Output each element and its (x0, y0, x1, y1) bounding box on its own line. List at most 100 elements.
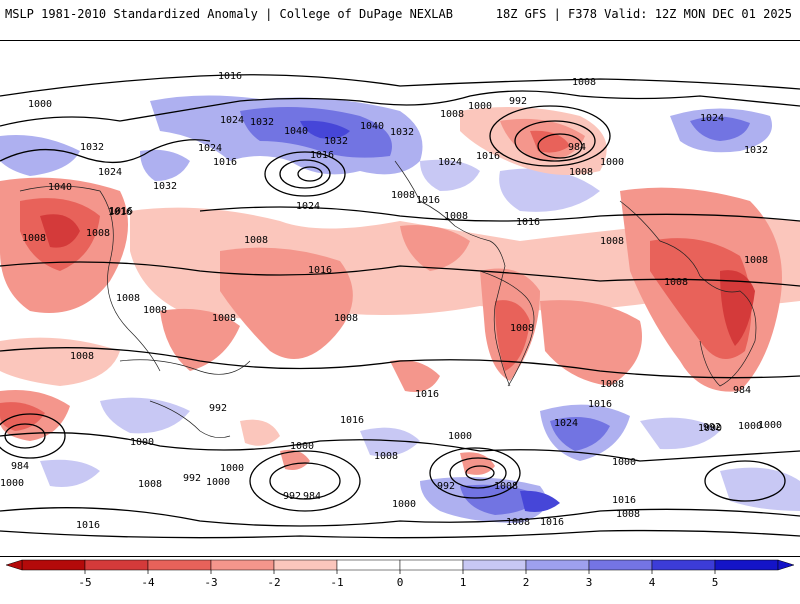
colorbar-swatch (273, 559, 338, 571)
map-title: MSLP 1981-2010 Standardized Anomaly | Co… (5, 7, 453, 21)
isobar-label: 1016 (612, 495, 636, 506)
isobar-label: 1032 (250, 117, 274, 128)
isobar-labels: 1016 1000 1032 1024 1032 1040 1032 1040 1032 1008… (0, 71, 782, 531)
isobar-label: 984 (568, 142, 586, 153)
colorbar: -5 -4 -3 -2 -1 0 1 2 3 4 5 (0, 558, 800, 600)
isobar-label: 1008 (86, 228, 110, 239)
isobar-label: 1000 (206, 477, 230, 488)
colorbar-swatch (525, 559, 590, 571)
isobar-label: 1032 (390, 127, 414, 138)
isobar-label: 1000 (220, 463, 244, 474)
isobar-label: 1008 (569, 167, 593, 178)
isobar-label: 1008 (391, 190, 415, 201)
colorbar-swatch (147, 559, 212, 571)
isobar-label: 1008 (70, 351, 94, 362)
isobar-label: 1024 (198, 143, 222, 154)
colorbar-min-arrow (5, 559, 23, 571)
header-bar: MSLP 1981-2010 Standardized Anomaly | Co… (0, 0, 800, 40)
isobar-label: 1008 (143, 305, 167, 316)
isobar-label: 1008 (506, 517, 530, 528)
isobar-label: 1016 (340, 415, 364, 426)
isobar-label: 1040 (48, 182, 72, 193)
model-run-info: 18Z GFS | F378 Valid: 12Z MON DEC 01 202… (495, 7, 792, 21)
isobar-label: 1024 (220, 115, 244, 126)
colorbar-max-arrow (777, 559, 795, 571)
isobar-label: 1000 (290, 441, 314, 452)
colorbar-swatch (336, 559, 401, 571)
isobar-label: 1008 (138, 479, 162, 490)
colorbar-swatch (462, 559, 527, 571)
isobar-label: 1000 (758, 420, 782, 431)
isobar-label: 1000 (392, 499, 416, 510)
isobar-contours (0, 74, 800, 539)
isobar-label: 1016 (218, 71, 242, 82)
isobar-label: 1008 (244, 235, 268, 246)
colorbar-tick-label: 2 (523, 576, 530, 589)
isobar-label: 1008 (600, 379, 624, 390)
isobar-label: 1000 (448, 431, 472, 442)
isobar-label: 1008 (494, 481, 518, 492)
isobar-label: 1000 (468, 101, 492, 112)
isobar-label: 1000 (130, 437, 154, 448)
isobar-label: 1008 (22, 233, 46, 244)
colorbar-swatch (21, 559, 86, 571)
isobar-label: 984 (11, 461, 29, 472)
isobar-label: 992 (509, 96, 527, 107)
colorbar-tick-label: 4 (649, 576, 656, 589)
negative-anomaly-shading (0, 107, 800, 475)
isobar-label: 1016 (415, 389, 439, 400)
colorbar-swatch (588, 559, 653, 571)
coastlines (19, 160, 757, 438)
isobar-label: 1040 (284, 126, 308, 137)
colorbar-strip: -5 -4 -3 -2 -1 0 1 2 3 4 5 (5, 559, 795, 589)
isobar-label: 1016 (516, 217, 540, 228)
isobar-label: 1024 (98, 167, 122, 178)
anomaly-map: 1016 1000 1032 1024 1032 1040 1032 1040 1032 1008… (0, 40, 800, 557)
colorbar-tick-label: 0 (397, 576, 404, 589)
isobar-label: 992 (703, 422, 721, 433)
isobar-label: 1000 (0, 478, 24, 489)
colorbar-tick-label: 1 (460, 576, 467, 589)
isobar-label: 984 (733, 385, 751, 396)
isobar-label: 1032 (153, 181, 177, 192)
isobar-label: 1024 (296, 201, 320, 212)
isobar-label: 1024 (554, 418, 578, 429)
colorbar-swatch (210, 559, 275, 571)
colorbar-tick-label: -2 (267, 576, 280, 589)
isobar-label: 1016 (540, 517, 564, 528)
isobar-label: 1008 (572, 77, 596, 88)
isobar-label: 1032 (324, 136, 348, 147)
isobar-label: 1008 (510, 323, 534, 334)
isobar-label: 984 (303, 491, 321, 502)
colorbar-tick-label: 5 (712, 576, 719, 589)
isobar-label: 1008 (116, 293, 140, 304)
isobar-label: 1016 (108, 207, 132, 218)
colorbar-tick-label: -4 (141, 576, 155, 589)
colorbar-tick-label: 3 (586, 576, 593, 589)
isobar-label: 1008 (744, 255, 768, 266)
positive-anomaly-shading (0, 95, 800, 523)
isobar-label: 1016 (76, 520, 100, 531)
isobar-label: 1000 (612, 457, 636, 468)
isobar-label: 1008 (334, 313, 358, 324)
isobar-label: 1008 (212, 313, 236, 324)
isobar-label: 1008 (664, 277, 688, 288)
colorbar-swatch (84, 559, 149, 571)
isobar-label: 1016 (308, 265, 332, 276)
isobar-label: 1000 (600, 157, 624, 168)
map-canvas: 1016 1000 1032 1024 1032 1040 1032 1040 1032 1008… (0, 71, 800, 539)
isobar-label: 1016 (476, 151, 500, 162)
isobar-label: 1032 (744, 145, 768, 156)
isobar-label: 1008 (616, 509, 640, 520)
isobar-label: 1016 (213, 157, 237, 168)
colorbar-tick-label: -1 (330, 576, 343, 589)
colorbar-tick-label: -3 (204, 576, 217, 589)
colorbar-swatch (399, 559, 464, 571)
isobar-label: 1016 (109, 206, 133, 217)
isobar-label: 992 (437, 481, 455, 492)
isobar-label: 1032 (80, 142, 104, 153)
isobar-label: 1008 (440, 109, 464, 120)
isobar-label: 1008 (374, 451, 398, 462)
colorbar-tick-label: -5 (78, 576, 91, 589)
isobar-label: 1016 (588, 399, 612, 410)
